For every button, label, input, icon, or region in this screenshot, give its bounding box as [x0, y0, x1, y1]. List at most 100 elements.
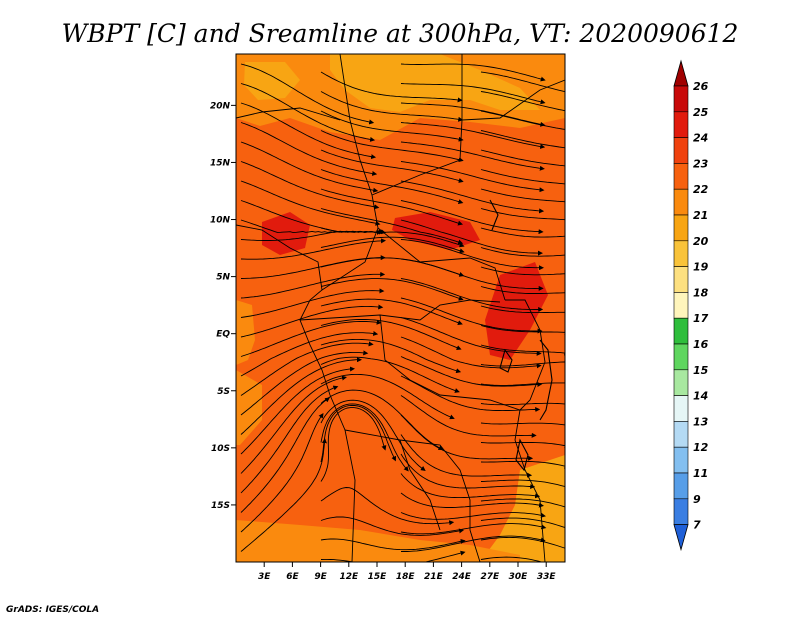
streamline — [320, 403, 409, 472]
streamline — [240, 341, 374, 396]
streamline — [480, 110, 565, 130]
coastlines — [489, 199, 553, 472]
colorbar-swatch — [673, 369, 689, 396]
x-tick-label: 6E — [286, 572, 299, 582]
streamline — [400, 395, 537, 438]
streamline — [240, 161, 380, 210]
streamline — [480, 479, 565, 488]
colorbar-swatch — [673, 395, 689, 422]
streamline — [240, 180, 381, 226]
streamline — [240, 229, 386, 241]
streamline — [240, 83, 376, 142]
streamline — [320, 298, 463, 325]
streamline — [240, 255, 386, 279]
streamline — [480, 556, 544, 562]
streamline — [480, 422, 565, 428]
streamline — [400, 200, 544, 235]
streamline — [480, 401, 565, 407]
streamline — [400, 278, 544, 312]
southwest-coast-strip — [236, 370, 262, 445]
streamline — [320, 91, 464, 122]
streamline — [480, 188, 565, 203]
credit-label: GrADS: IGES/COLA — [6, 605, 99, 615]
streamlines — [240, 63, 565, 562]
streamline — [400, 141, 545, 171]
x-tick-label: 3E — [258, 572, 271, 582]
streamline — [320, 169, 464, 204]
streamline — [400, 63, 546, 82]
colorbar-label: 9 — [693, 493, 701, 506]
hot-patch-10N-6E — [262, 212, 310, 255]
streamline — [480, 325, 565, 335]
y-tick-label: 5N — [216, 273, 230, 283]
streamline — [320, 188, 464, 226]
colorbar-label: 20 — [693, 235, 709, 248]
streamline — [400, 434, 533, 478]
colorbar-label: 12 — [693, 441, 709, 454]
streamline — [240, 375, 347, 474]
streamline — [400, 297, 543, 334]
streamline — [320, 516, 465, 536]
x-tick-label: 21E — [424, 572, 444, 582]
streamline — [240, 357, 362, 435]
streamline — [240, 413, 324, 533]
y-tick-label: 15N — [210, 158, 231, 168]
chart-title: WBPT [C] and Sreamline at 300hPa, VT: 20… — [62, 19, 739, 48]
streamline — [320, 130, 464, 163]
streamline — [320, 71, 463, 103]
y-axis: 20N 15N 10N 5N EQ 5S 10S 15S — [210, 101, 236, 511]
map-frame — [235, 53, 566, 563]
streamline — [240, 271, 386, 299]
streamline — [400, 317, 542, 356]
y-tick-label: EQ — [216, 330, 230, 340]
x-tick-label: 24E — [452, 572, 472, 582]
x-tick-label: 18E — [396, 572, 416, 582]
x-axis: 3E 6E 9E 12E 15E 18E 21E 24E 27E 30E 33E — [258, 562, 556, 582]
streamline — [240, 366, 355, 455]
colorbar-label: 7 — [693, 519, 701, 532]
y-tick-label: 10S — [211, 444, 230, 454]
streamline — [400, 512, 546, 520]
streamline — [401, 535, 546, 552]
streamline — [400, 414, 534, 461]
colorbar-label: 13 — [693, 415, 709, 428]
colorbar-label: 23 — [693, 157, 709, 170]
colorbar-swatch — [673, 317, 689, 345]
streamline — [240, 385, 339, 494]
streamline — [480, 71, 565, 93]
streamline — [320, 149, 464, 183]
colorbar-swatch — [673, 188, 689, 216]
streamline — [320, 319, 462, 350]
streamline — [320, 487, 455, 526]
streamline — [320, 338, 462, 374]
colorbar-label: 15 — [693, 364, 709, 377]
streamline — [480, 130, 565, 149]
streamline — [240, 304, 384, 338]
colorbar-label: 19 — [693, 261, 709, 274]
x-tick-label: 12E — [339, 572, 359, 582]
streamline — [320, 278, 464, 301]
x-tick-label: 33E — [537, 572, 557, 582]
streamline — [240, 331, 379, 377]
colorbar-label: 11 — [693, 467, 708, 480]
x-tick-label: 9E — [314, 572, 327, 582]
colorbar-label: 24 — [693, 132, 708, 145]
streamline — [480, 517, 565, 528]
streamline — [320, 399, 426, 471]
streamline — [480, 442, 565, 449]
streamline — [240, 350, 369, 416]
streamline — [240, 438, 327, 552]
colorbar-swatch — [673, 421, 689, 448]
streamline — [480, 227, 565, 238]
streamline — [320, 373, 455, 420]
colorbar-swatch — [673, 240, 689, 267]
x-tick-label: 15E — [368, 572, 388, 582]
streamline — [400, 122, 546, 149]
streamline — [320, 208, 464, 245]
north-cool-patch — [330, 54, 540, 112]
colorbar-label: 21 — [693, 209, 708, 222]
streamline — [480, 286, 565, 294]
southwest-cool-strip — [236, 520, 520, 562]
streamline — [400, 258, 544, 291]
